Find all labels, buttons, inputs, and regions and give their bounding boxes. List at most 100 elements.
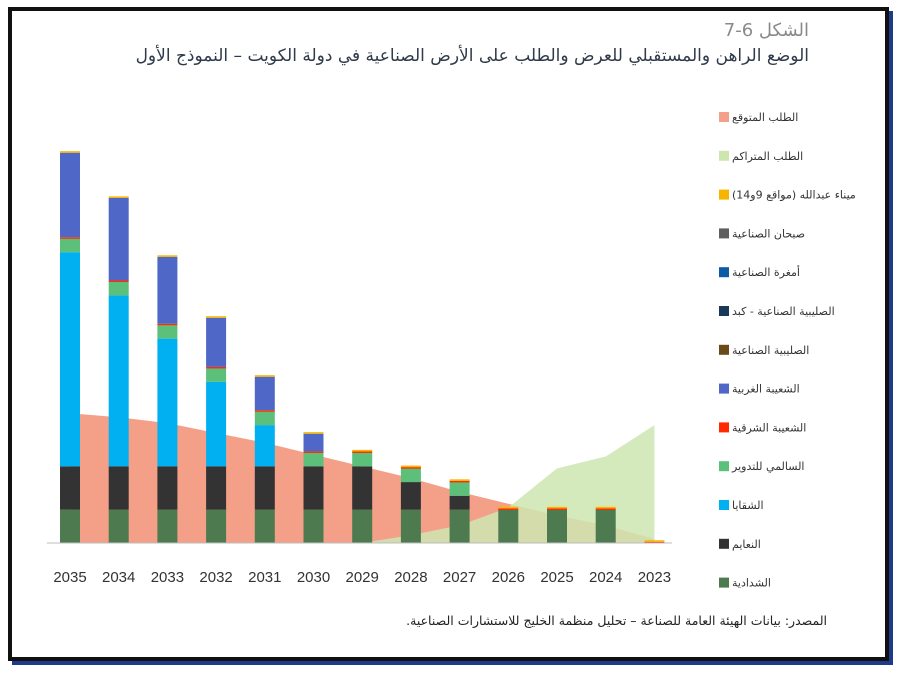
legend-swatch [719, 189, 729, 200]
bar-segment-2029-s10 [352, 449, 373, 452]
bar-segment-2032-s1 [206, 466, 227, 510]
x-tick-label: 2035 [53, 569, 86, 586]
bars-layer [60, 151, 665, 544]
bar-segment-2028-s10 [400, 465, 421, 468]
x-tick-label: 2027 [443, 569, 476, 586]
bar-segment-2031-s3 [254, 411, 275, 426]
legend-swatch [719, 577, 729, 588]
bar-segment-2034-s0 [108, 509, 129, 543]
x-tick-label: 2026 [492, 569, 525, 586]
legend-swatch [719, 461, 729, 472]
bar-segment-2033-s1 [157, 466, 178, 510]
bar-segment-2029-s3 [352, 452, 373, 467]
legend-swatch [719, 500, 729, 510]
legend-label: الشعيبة الشرقية [732, 421, 806, 434]
bar-segment-2035-s2 [60, 252, 80, 467]
source-note: المصدر: بيانات الهيئة العامة للصناعة – ت… [406, 613, 827, 628]
x-tick-label: 2029 [346, 569, 379, 586]
bar-segment-2030-s0 [303, 509, 324, 543]
legend-swatch [719, 344, 729, 355]
bar-segment-2033-s10 [157, 255, 178, 257]
legend-swatch [719, 267, 729, 278]
bar-segment-2030-s4 [303, 451, 324, 453]
x-tick-labels: 2035 2034 2033 2032 2031 2030 2029 2028 2027 2026… [53, 569, 671, 586]
bar-segment-2029-s1 [352, 466, 373, 510]
legend-label: الشعيبة الغربية [732, 383, 800, 396]
x-tick-label: 2030 [297, 569, 330, 586]
legend-swatch [719, 228, 729, 239]
x-tick-label: 2032 [199, 569, 232, 586]
legend-label: النعايم [732, 538, 761, 551]
bar-segment-2024-s4 [595, 508, 616, 510]
legend: الطلب المتوقع الطلب المتراكم ميناء عبدالله… [719, 111, 856, 590]
legend-label: الطلب المتراكم [732, 150, 803, 163]
figure-number: الشكل 6-7 [723, 20, 809, 41]
bar-segment-2027-s3 [449, 482, 470, 496]
legend-label: ميناء عبدالله (مواقع 9و14) [732, 189, 856, 202]
bar-segment-2033-s3 [157, 324, 178, 339]
bar-segment-2024-s10 [595, 506, 616, 509]
bar-segment-2030-s5 [303, 433, 324, 452]
legend-swatch [719, 306, 729, 316]
bar-segment-2035-s3 [60, 238, 80, 253]
bar-segment-2023-s10 [644, 540, 665, 542]
legend-swatch [719, 538, 729, 549]
x-tick-label: 2031 [248, 569, 281, 586]
legend-swatch [719, 422, 729, 433]
bar-segment-2032-s5 [206, 317, 227, 367]
bar-segment-2033-s2 [157, 338, 178, 467]
bar-segment-2027-s10 [449, 479, 470, 481]
x-tick-label: 2028 [394, 569, 427, 586]
bar-segment-2034-s1 [108, 466, 129, 510]
legend-label: الصليبية الصناعية [732, 344, 809, 357]
bar-segment-2026-s0 [498, 509, 519, 543]
legend-swatch [719, 112, 729, 122]
bar-segment-2029-s4 [352, 451, 373, 453]
bar-segment-2028-s0 [400, 509, 421, 543]
bar-segment-2031-s5 [254, 376, 275, 411]
bar-segment-2027-s4 [449, 480, 470, 483]
legend-label: أمغرة الصناعية [732, 265, 800, 279]
x-tick-label: 2033 [151, 569, 184, 586]
bar-segment-2030-s3 [303, 452, 324, 467]
x-tick-label: 2023 [638, 569, 671, 586]
x-tick-label: 2025 [540, 569, 573, 586]
bar-segment-2034-s3 [108, 281, 129, 296]
bar-segment-2032-s4 [206, 366, 227, 369]
bar-segment-2024-s0 [595, 509, 616, 543]
bar-segment-2027-s1 [449, 495, 470, 510]
bar-segment-2032-s0 [206, 509, 227, 543]
legend-swatch [719, 383, 729, 394]
bar-segment-2032-s2 [206, 381, 227, 467]
bar-segment-2031-s10 [254, 375, 275, 377]
bar-segment-2033-s4 [157, 323, 178, 326]
bar-segment-2034-s5 [108, 197, 129, 281]
legend-label: السالمي للتدوير [731, 460, 804, 473]
bar-segment-2027-s0 [449, 509, 470, 543]
legend-label: الطلب المتوقع [732, 111, 798, 124]
bar-segment-2028-s1 [400, 482, 421, 510]
bar-segment-2030-s10 [303, 432, 324, 434]
bar-segment-2029-s0 [352, 509, 373, 543]
bar-segment-2034-s2 [108, 295, 129, 467]
bar-segment-2031-s4 [254, 410, 275, 412]
bar-segment-2025-s0 [547, 509, 567, 543]
bar-segment-2034-s4 [108, 280, 129, 282]
bar-segment-2030-s1 [303, 466, 324, 510]
bar-segment-2028-s3 [400, 468, 421, 483]
bar-segment-2034-s10 [108, 196, 129, 198]
bar-segment-2035-s5 [60, 152, 80, 238]
bar-segment-2033-s0 [157, 509, 178, 543]
figure-title: الوضع الراهن والمستقبلي للعرض والطلب على… [135, 46, 809, 66]
bar-segment-2026-s10 [498, 506, 519, 509]
bar-segment-2026-s4 [498, 508, 519, 510]
bar-segment-2033-s5 [157, 256, 178, 324]
legend-swatch [719, 150, 729, 161]
bar-segment-2031-s0 [254, 509, 275, 543]
x-tick-label: 2034 [102, 569, 135, 586]
bar-segment-2028-s4 [400, 467, 421, 469]
legend-label: الصليبية الصناعية - كبد [732, 305, 835, 318]
bar-segment-2025-s10 [547, 506, 567, 509]
bar-segment-2032-s3 [206, 368, 227, 382]
